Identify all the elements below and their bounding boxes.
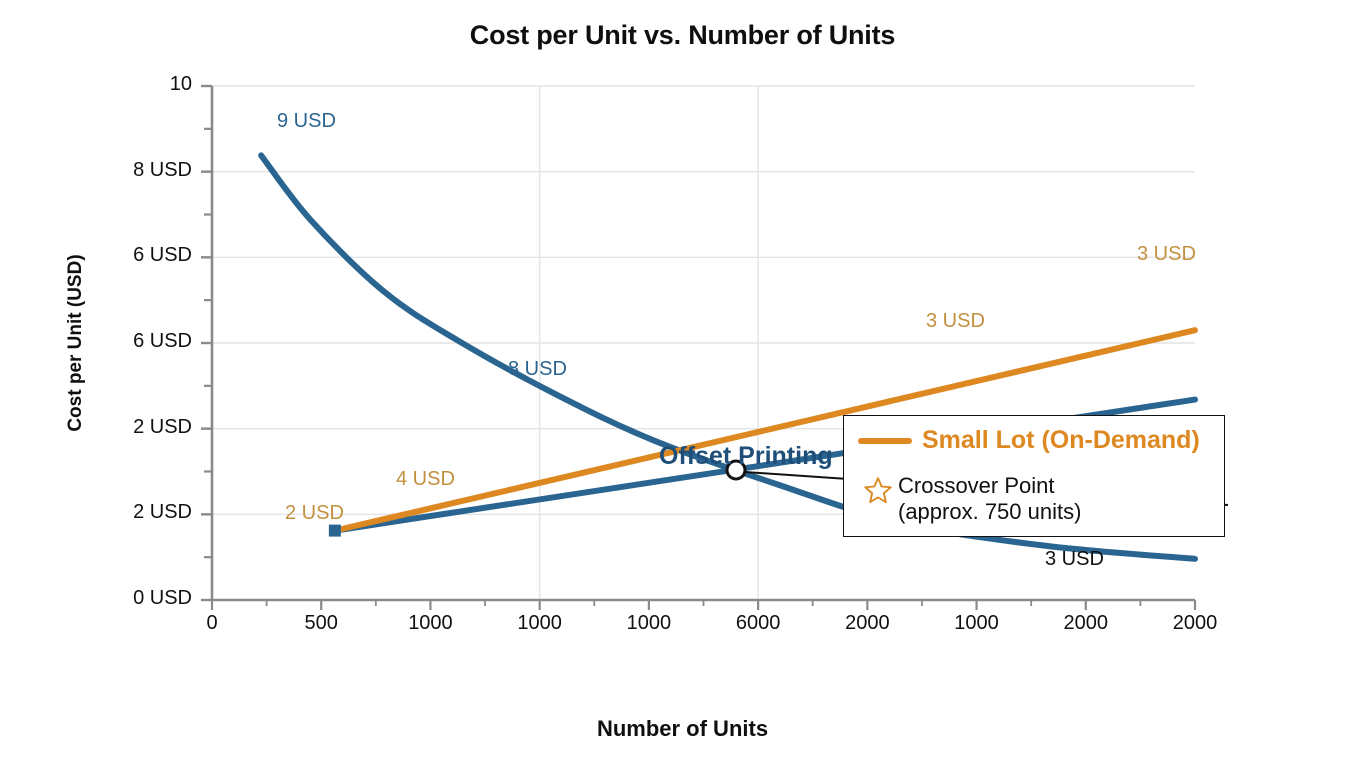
series-lines: [258, 152, 1198, 562]
data-point-label: 9 USD: [277, 110, 336, 132]
chart-title: Cost per Unit vs. Number of Units: [469, 20, 896, 50]
x-axis-tick-label: 2000: [1172, 612, 1218, 634]
x-axis-title: Number of Units: [596, 716, 769, 741]
data-point-label: 2 USD: [285, 502, 344, 524]
legend-item-crossover[interactable]: Crossover Point (approx. 750 units): [858, 473, 1081, 525]
x-axis-tick-label: 2000: [1063, 612, 1109, 634]
chart-legend: Small Lot (On-Demand) Crossover Point (a…: [843, 415, 1225, 537]
legend-item-small-lot[interactable]: Small Lot (On-Demand): [858, 428, 1200, 453]
series-line-0: [258, 152, 1198, 562]
y-axis-tick-label: 0 USD: [133, 587, 192, 609]
star-icon: [858, 473, 898, 505]
y-axis-tick-label: 2 USD: [133, 501, 192, 524]
x-axis-tick-label: 1000: [408, 612, 453, 634]
y-axis-tick-label: 6 USD: [133, 330, 192, 352]
legend-crossover-line1: Crossover Point: [898, 473, 1055, 498]
series-label-offset-printing: Offset Printing: [659, 442, 833, 470]
legend-crossover-line2: (approx. 750 units): [898, 498, 1082, 524]
x-axis-tick-label: 2000: [845, 612, 890, 634]
data-point-label: 8 USD: [508, 358, 567, 380]
data-point-label: 3 USD: [1137, 243, 1196, 265]
axis-ticks: [201, 84, 1197, 610]
series-line-1: [331, 396, 1198, 534]
legend-label-crossover: Crossover Point (approx. 750 units): [898, 473, 1081, 525]
data-point-label: 4 USD: [396, 468, 455, 490]
data-point-label: 3 USD: [1045, 548, 1104, 570]
legend-label-small-lot: Small Lot (On-Demand): [922, 426, 1200, 454]
x-axis-tick-label: 1000: [626, 612, 672, 634]
x-axis-tick-label: 1000: [954, 612, 999, 634]
crossover-point-marker[interactable]: [725, 459, 747, 481]
x-axis-tick-label: 0: [206, 612, 218, 634]
x-axis-tick-label: 1000: [517, 612, 562, 634]
y-axis-tick-label: 8 USD: [133, 158, 192, 181]
y-axis-tick-label: 2 USD: [133, 415, 192, 438]
x-axis-tick-label: 6000: [735, 612, 781, 634]
y-axis-tick-label: 10: [169, 73, 192, 95]
series-line-2: [331, 327, 1198, 534]
y-axis-tick-labels: 10 8 USD 6 USD 6 USD 2 USD 2 USD 0 USD: [72, 0, 192, 768]
data-point-label: 3 USD: [926, 310, 985, 332]
series-start-marker: [328, 524, 341, 537]
x-axis-tick-label: 500: [304, 612, 338, 634]
y-axis-tick-label: 6 USD: [133, 244, 192, 267]
legend-line-swatch-small-lot: [858, 437, 912, 444]
